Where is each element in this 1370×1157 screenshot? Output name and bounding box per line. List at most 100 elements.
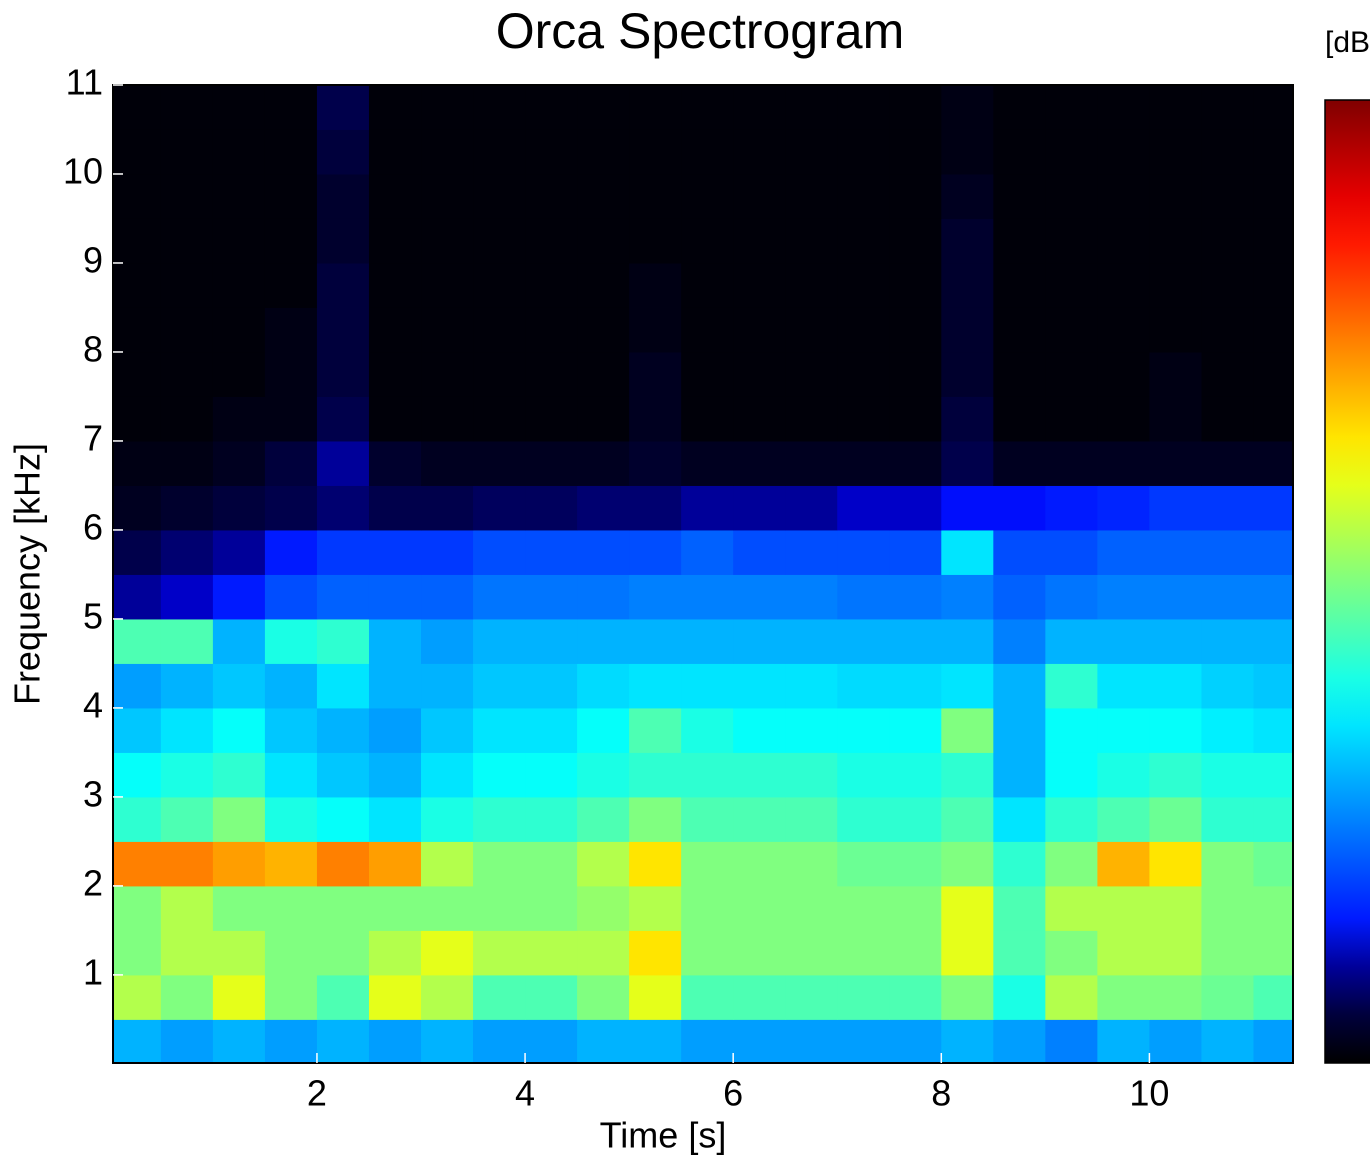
heatmap-cell: [1097, 796, 1150, 842]
heatmap-cell: [1097, 529, 1150, 575]
heatmap-cell: [993, 974, 1046, 1020]
heatmap-cell: [993, 396, 1046, 442]
heatmap-cell: [1149, 663, 1202, 709]
heatmap-cell: [577, 85, 630, 130]
heatmap-cell: [264, 218, 318, 264]
heatmap-cell: [212, 574, 266, 620]
heatmap-cell: [1045, 974, 1098, 1020]
heatmap-cell: [577, 129, 630, 175]
heatmap-cell: [993, 752, 1046, 798]
heatmap-cell: [993, 351, 1046, 397]
heatmap-cell: [1253, 796, 1293, 842]
heatmap-cell: [421, 351, 474, 397]
heatmap-cell: [889, 974, 942, 1020]
heatmap-cell: [681, 173, 734, 219]
heatmap-cell: [473, 529, 526, 575]
heatmap-cell: [1097, 129, 1150, 175]
heatmap-cell: [941, 218, 994, 264]
heatmap-cell: [160, 85, 214, 130]
heatmap-cell: [1253, 307, 1293, 353]
heatmap-cell: [316, 796, 370, 842]
heatmap-cell: [113, 173, 162, 219]
heatmap-cell: [993, 307, 1046, 353]
heatmap-cell: [629, 930, 682, 976]
heatmap-cell: [1097, 1019, 1150, 1063]
heatmap-cell: [421, 262, 474, 308]
heatmap-cell: [629, 129, 682, 175]
heatmap-cell: [1253, 885, 1293, 931]
heatmap-cell: [160, 930, 214, 976]
heatmap-cell: [577, 440, 630, 486]
heatmap-cell: [577, 885, 630, 931]
heatmap-cell: [421, 440, 474, 486]
heatmap-cell: [421, 529, 474, 575]
heatmap-cell: [785, 1019, 838, 1063]
heatmap-cell: [160, 796, 214, 842]
heatmap-cell: [473, 974, 526, 1020]
heatmap-cell: [629, 173, 682, 219]
heatmap-cell: [1253, 129, 1293, 175]
heatmap-cell: [368, 885, 422, 931]
heatmap-cell: [785, 930, 838, 976]
heatmap-cell: [785, 351, 838, 397]
heatmap-cell: [785, 85, 838, 130]
heatmap-cell: [316, 841, 370, 887]
heatmap-cell: [212, 396, 266, 442]
heatmap-cell: [941, 974, 994, 1020]
heatmap-cell: [993, 218, 1046, 264]
heatmap-cell: [1097, 262, 1150, 308]
heatmap-cell: [577, 663, 630, 709]
heatmap-cell: [473, 396, 526, 442]
heatmap-cell: [681, 796, 734, 842]
heatmap-cell: [316, 440, 370, 486]
heatmap-cell: [1045, 752, 1098, 798]
heatmap-cell: [993, 663, 1046, 709]
heatmap-cell: [889, 796, 942, 842]
heatmap-cell: [316, 885, 370, 931]
heatmap-cell: [941, 618, 994, 664]
heatmap-cell: [113, 262, 162, 308]
heatmap-cell: [473, 796, 526, 842]
y-tick-label: 9: [83, 239, 103, 280]
heatmap-cell: [1253, 218, 1293, 264]
heatmap-cell: [316, 574, 370, 620]
heatmap-cell: [316, 129, 370, 175]
heatmap-cell: [941, 752, 994, 798]
heatmap-cell: [1253, 618, 1293, 664]
heatmap-cell: [368, 974, 422, 1020]
heatmap-cell: [1201, 885, 1254, 931]
heatmap-cell: [160, 485, 214, 531]
heatmap-cell: [733, 85, 786, 130]
heatmap-cell: [629, 663, 682, 709]
heatmap-cell: [1253, 173, 1293, 219]
heatmap-cell: [1201, 218, 1254, 264]
heatmap-cell: [264, 529, 318, 575]
heatmap-cell: [368, 529, 422, 575]
heatmap-cell: [113, 440, 162, 486]
y-tick-label: 5: [83, 595, 103, 636]
heatmap-cell: [525, 841, 578, 887]
heatmap-cell: [1045, 663, 1098, 709]
heatmap-cell: [941, 85, 994, 130]
x-tick-label: 4: [515, 1073, 535, 1114]
heatmap-cell: [681, 262, 734, 308]
heatmap-cell: [113, 618, 162, 664]
heatmap-cell: [577, 173, 630, 219]
heatmap-cell: [1201, 485, 1254, 531]
heatmap-cell: [264, 796, 318, 842]
heatmap-cell: [212, 173, 266, 219]
heatmap-cell: [160, 218, 214, 264]
heatmap-cell: [368, 351, 422, 397]
heatmap-cell: [993, 173, 1046, 219]
heatmap-cell: [785, 262, 838, 308]
heatmap-cell: [368, 440, 422, 486]
y-tick-label: 10: [63, 151, 103, 192]
heatmap-cell: [160, 1019, 214, 1063]
heatmap-cell: [421, 841, 474, 887]
heatmap-cell: [1149, 974, 1202, 1020]
heatmap-cell: [525, 440, 578, 486]
heatmap-cell: [629, 707, 682, 753]
heatmap-cell: [1149, 707, 1202, 753]
heatmap-cell: [316, 262, 370, 308]
